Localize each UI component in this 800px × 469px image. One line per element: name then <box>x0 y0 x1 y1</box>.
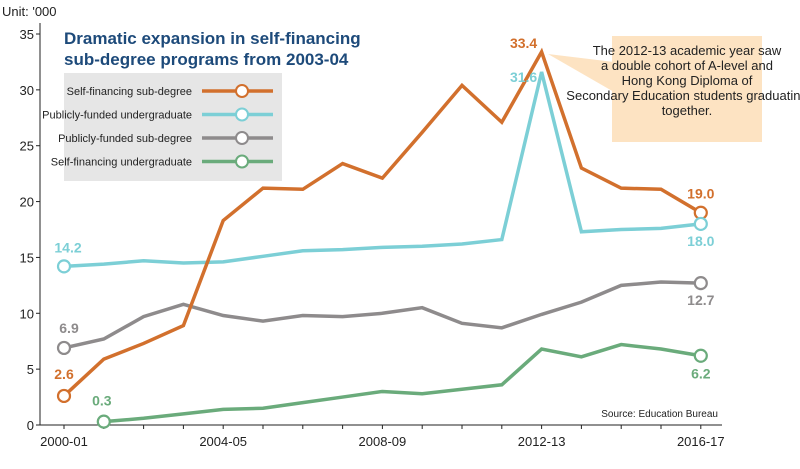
y-tick-label: 0 <box>27 418 34 433</box>
x-tick-label: 2016-17 <box>677 434 725 449</box>
y-tick-label: 10 <box>20 306 34 321</box>
legend-label-publicly-funded-sub-degree: Publicly-funded sub-degree <box>58 133 192 145</box>
data-label-publicly-funded-undergraduate: 14.2 <box>54 239 81 255</box>
legend-marker-publicly-funded-sub-degree <box>235 131 249 145</box>
x-tick-label: 2000-01 <box>40 434 88 449</box>
title-line-1: Dramatic expansion in self-financing <box>64 29 361 48</box>
series-line-publicly-funded-sub-degree <box>63 280 701 350</box>
end-marker-publicly-funded-undergraduate <box>693 216 708 232</box>
data-label-self-financing-sub-degree: 2.6 <box>54 366 74 382</box>
annotation-line-2: a double cohort of A-level and <box>601 58 773 73</box>
title-line-2: sub-degree programs from 2003-04 <box>64 50 349 69</box>
data-label-publicly-funded-sub-degree: 12.7 <box>687 292 714 308</box>
series-line-publicly-funded-undergraduate <box>63 71 701 269</box>
data-label-self-financing-sub-degree: 33.4 <box>510 35 537 51</box>
series <box>56 47 708 429</box>
y-tick-label: 30 <box>20 83 34 98</box>
data-label-self-financing-undergraduate: 6.2 <box>691 366 711 382</box>
x-tick-label: 2004-05 <box>199 434 247 449</box>
axes: 0 5 10 15 20 25 30 35 2000-01 2004-05 2008-09 2012-… <box>20 23 725 449</box>
x-tick-label: 2012-13 <box>518 434 566 449</box>
legend: Self-financing sub-degree Publicly-funded… <box>42 73 282 181</box>
y-tick-label: 15 <box>20 250 34 265</box>
source-note: Source: Education Bureau <box>601 409 718 420</box>
legend-marker-self-financing-sub-degree <box>235 84 249 98</box>
start-marker-self-financing-undergraduate <box>96 414 111 429</box>
annotation-line-1: The 2012-13 academic year saw <box>593 43 782 58</box>
legend-marker-publicly-funded-undergraduate <box>235 107 249 122</box>
legend-label-publicly-funded-undergraduate: Publicly-funded undergraduate <box>42 110 192 122</box>
y-tick-label: 35 <box>20 27 34 42</box>
series-line-self-financing-sub-degree <box>62 47 702 398</box>
legend-label-self-financing-sub-degree: Self-financing sub-degree <box>67 86 192 98</box>
start-marker-self-financing-sub-degree <box>56 388 72 404</box>
y-tick-label: 25 <box>20 139 34 154</box>
start-marker-publicly-funded-undergraduate <box>56 259 72 274</box>
series-line-self-financing-undergraduate <box>103 342 702 424</box>
annotation-line-5: together. <box>662 103 713 118</box>
data-label-publicly-funded-sub-degree: 6.9 <box>59 320 79 336</box>
chart-title: Dramatic expansion in self-financing sub… <box>64 29 361 69</box>
annotation-line-4: Secondary Education students graduating <box>566 88 800 103</box>
unit-label: Unit: '000 <box>2 4 57 19</box>
annotation: The 2012-13 academic year saw a double c… <box>548 36 800 142</box>
end-marker-publicly-funded-sub-degree <box>693 276 708 291</box>
data-label-publicly-funded-undergraduate: 31.6 <box>510 69 537 85</box>
data-label-self-financing-sub-degree: 19.0 <box>687 186 714 202</box>
annotation-line-3: Hong Kong Diploma of <box>622 73 753 88</box>
data-label-self-financing-undergraduate: 0.3 <box>92 393 112 409</box>
end-marker-self-financing-undergraduate <box>693 348 708 363</box>
legend-label-self-financing-undergraduate: Self-financing undergraduate <box>51 157 192 169</box>
start-marker-publicly-funded-sub-degree <box>56 340 72 356</box>
x-tick-label: 2008-09 <box>359 434 407 449</box>
y-tick-label: 20 <box>20 195 34 210</box>
annotation-callout <box>548 54 614 92</box>
annotation-box <box>612 36 762 142</box>
legend-marker-self-financing-undergraduate <box>235 154 249 169</box>
data-labels: 2.6 33.4 19.0 14.2 31.6 18.0 6.9 12.7 0.3 6.2 <box>54 35 714 409</box>
y-tick-label: 5 <box>27 362 34 377</box>
data-label-publicly-funded-undergraduate: 18.0 <box>687 233 714 249</box>
